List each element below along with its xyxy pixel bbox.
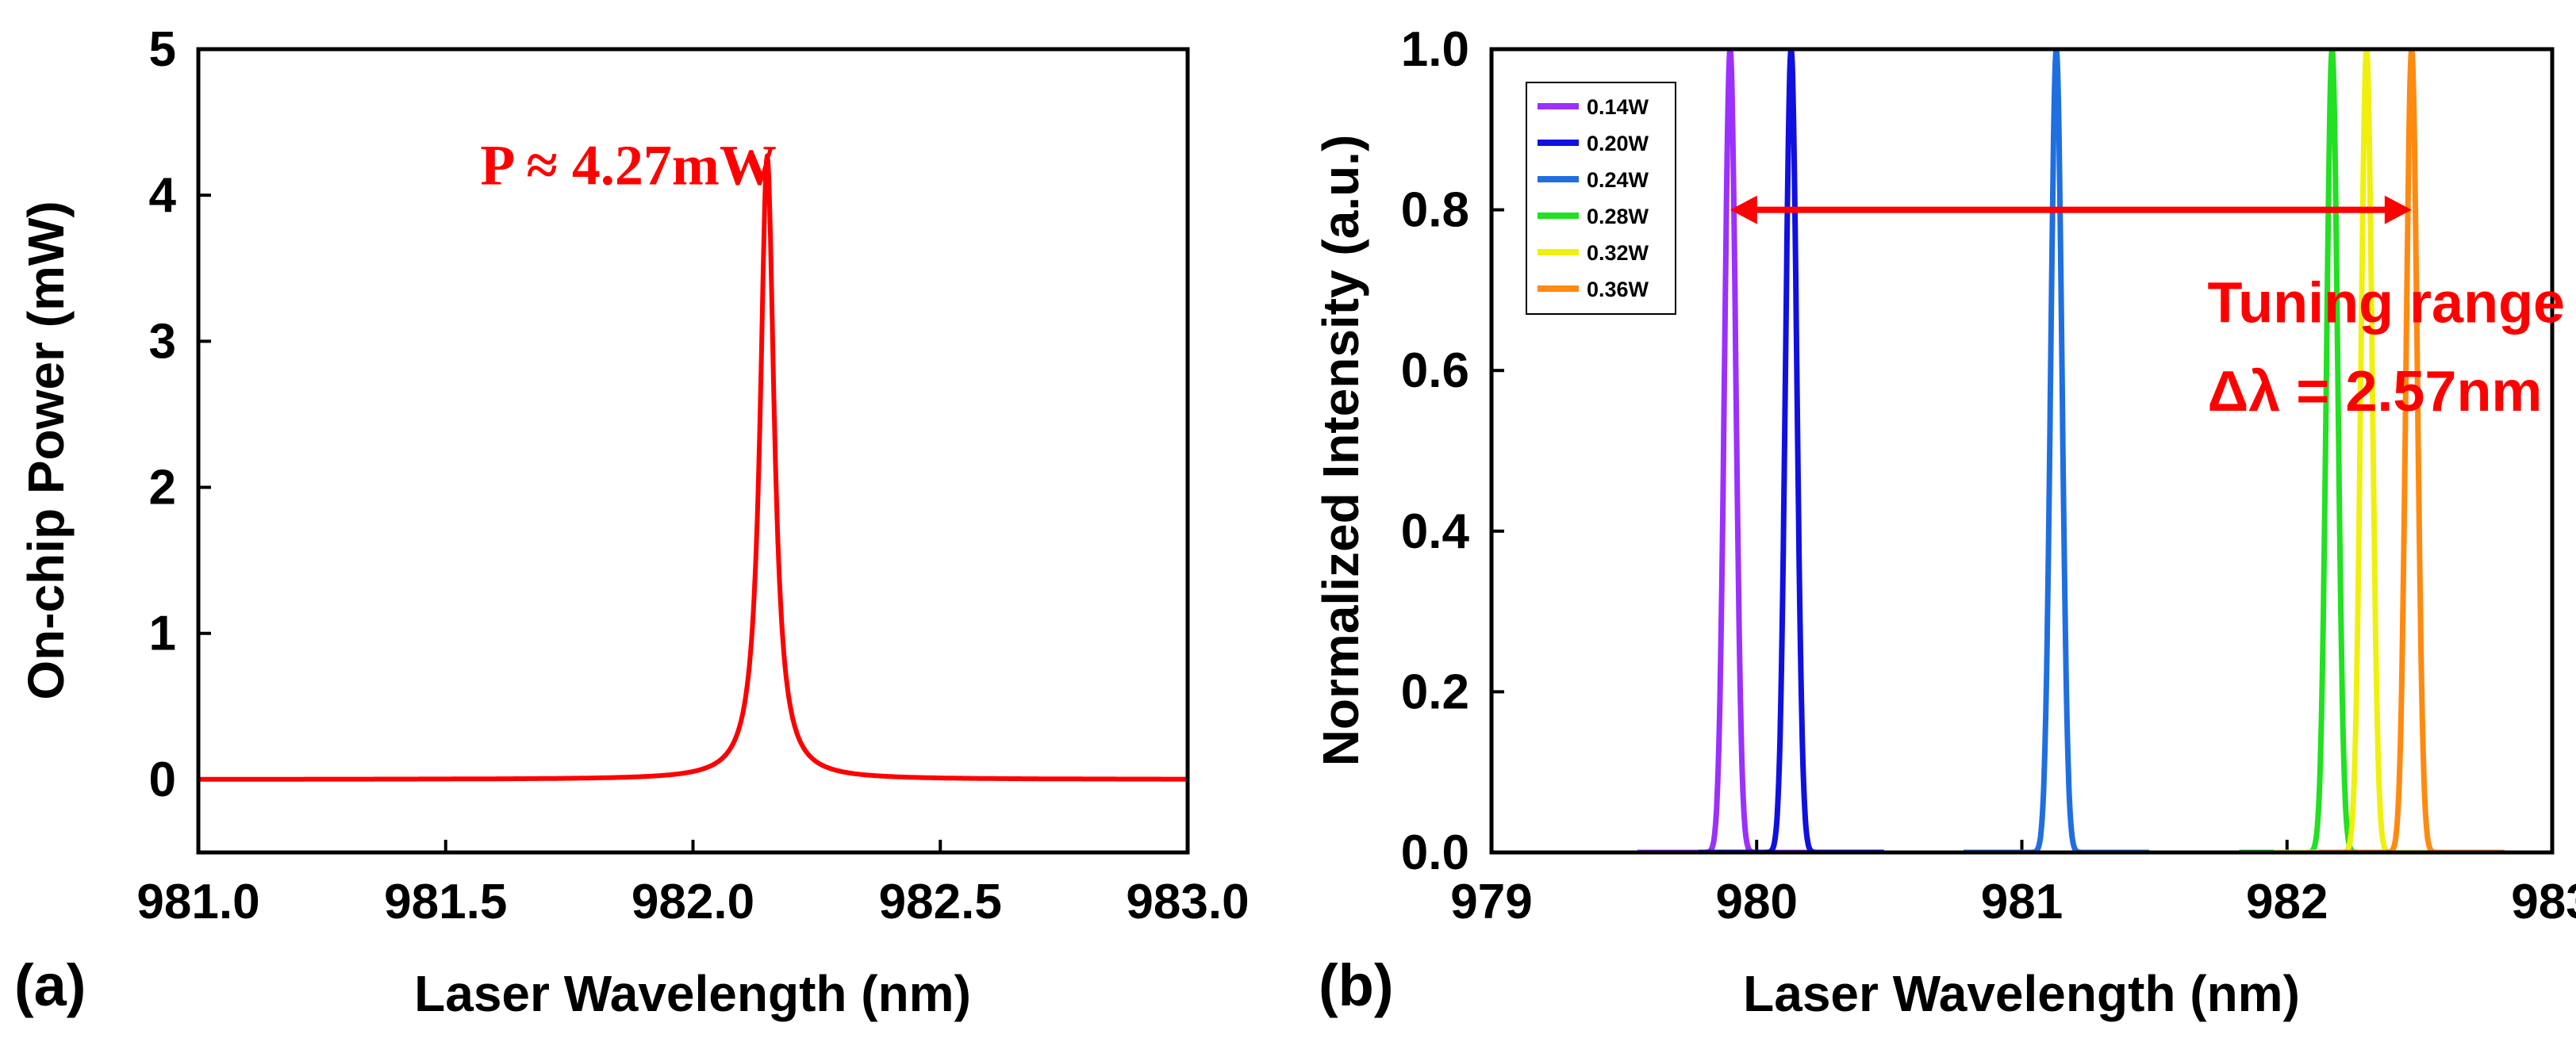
tuning-range-arrow: [1729, 195, 2412, 224]
arrow-head-left: [1729, 195, 1757, 224]
x-tick-label-b: 982: [2246, 875, 2328, 929]
x-tick-label-b: 980: [1716, 875, 1798, 929]
legend-entry: 0.14W: [1587, 95, 1649, 119]
panel-a: 981.0 981.5 982.0 982.5 983.0 0 1 2 3 4 5 Laser W…: [14, 22, 1250, 1022]
y-tick-label-b: 0.8: [1401, 183, 1469, 238]
y-tick-label-a: 5: [149, 22, 176, 77]
x-tick-label-b: 981: [1981, 875, 2063, 929]
x-tick-label-a: 982.5: [879, 875, 1002, 929]
series-peak-0.28W: [2236, 49, 2428, 852]
y-tick-label-a: 2: [149, 461, 176, 515]
legend-entry: 0.24W: [1587, 168, 1649, 192]
y-tick-label-b: 0.4: [1401, 504, 1470, 559]
x-axis-label-a: Laser Wavelength (nm): [414, 965, 971, 1022]
series-peak-0.36W: [2316, 49, 2507, 852]
y-tick-label-a: 4: [149, 168, 177, 223]
x-axis-label-b: Laser Wavelength (nm): [1743, 965, 2300, 1022]
x-tick-label-b: 983: [2511, 875, 2576, 929]
x-tick-label-b: 979: [1450, 875, 1532, 929]
x-tick-label-a: 982.0: [632, 875, 754, 929]
legend-box: [1526, 82, 1676, 315]
legend-entry: 0.28W: [1587, 205, 1649, 228]
x-tick-label-a: 981.0: [136, 875, 259, 929]
delta-lambda-label: Δλ = 2.57nm: [2207, 360, 2542, 423]
x-tick-label-a: 983.0: [1126, 875, 1249, 929]
panel-b: 979 980 981 982 983 0.0 0.2 0.4 0.6 0.8 1.0 Laser…: [1312, 22, 2576, 1022]
y-tick-label-b: 0.2: [1401, 665, 1469, 719]
series-line-power: [198, 153, 1188, 782]
y-axis-label-b: Normalized Intensity (a.u.): [1312, 135, 1369, 767]
y-tick-label-a: 3: [149, 314, 176, 369]
peak-power-annotation: P ≈ 4.27mW: [480, 133, 777, 197]
y-tick-label-b: 0.6: [1401, 343, 1469, 398]
panel-label-b: (b): [1319, 952, 1394, 1018]
legend-entry: 0.36W: [1587, 278, 1649, 301]
arrow-head-right: [2384, 195, 2412, 224]
y-tick-label-b: 1.0: [1401, 22, 1469, 77]
y-tick-label-a: 0: [149, 753, 176, 807]
legend: 0.14W 0.20W 0.24W 0.28W 0.32W 0.36W: [1526, 82, 1676, 315]
x-tick-label-a: 981.5: [384, 875, 507, 929]
plot-a-frame: [196, 47, 1190, 855]
y-tick-label-a: 1: [149, 607, 176, 661]
legend-entry: 0.32W: [1587, 241, 1649, 265]
series-peak-0.24W: [1961, 49, 2152, 852]
y-tick-label-b: 0.0: [1401, 825, 1469, 880]
series-peak-0.32W: [2271, 49, 2462, 852]
y-axis-label-a: On-chip Power (mW): [17, 201, 75, 699]
legend-entry: 0.20W: [1587, 132, 1649, 155]
tuning-range-label: Tuning range: [2207, 271, 2565, 335]
plot-b-frame: [1489, 47, 2555, 855]
panel-label-a: (a): [14, 952, 86, 1018]
